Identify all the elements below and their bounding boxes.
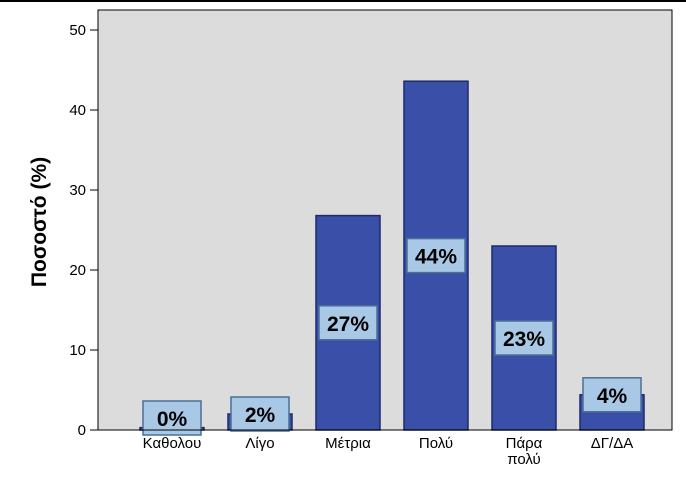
data-label-box — [494, 320, 554, 356]
data-label-box — [318, 305, 378, 341]
data-label: 27% — [327, 313, 369, 336]
y-tick-label: 20 — [69, 262, 86, 279]
data-label-box — [230, 396, 290, 432]
data-label: 44% — [415, 246, 457, 269]
data-label: 0% — [157, 408, 188, 431]
data-label: 23% — [503, 328, 545, 351]
y-tick-label: 0 — [78, 422, 86, 439]
x-tick-label: πολύ — [507, 451, 541, 468]
data-label-box — [406, 237, 466, 274]
x-tick-label: ΔΓ/ΔΑ — [591, 435, 633, 452]
y-tick-label: 10 — [69, 342, 86, 359]
data-label: 2% — [245, 404, 276, 427]
data-labels: 0% 2% 27% 44% 23% 4% — [142, 237, 642, 436]
x-tick-label: Καθολου — [143, 435, 202, 452]
top-border-line — [0, 0, 686, 2]
data-label-box — [142, 400, 202, 436]
y-tick-label: 50 — [69, 22, 86, 39]
x-tick-label: Λίγο — [245, 435, 274, 452]
y-tick-label: 30 — [69, 182, 86, 199]
y-tick-label: 40 — [69, 102, 86, 119]
plot-area — [97, 9, 673, 431]
x-tick-label: Πολύ — [419, 435, 453, 452]
data-label-box — [582, 377, 642, 413]
x-tick-label: Μέτρια — [325, 435, 371, 452]
y-axis: 0 10 20 30 40 50 — [69, 22, 99, 439]
data-label: 4% — [597, 385, 628, 408]
y-axis-title: Ποσοστό (%) — [28, 157, 51, 287]
x-tick-label: Πάρα — [506, 435, 543, 452]
